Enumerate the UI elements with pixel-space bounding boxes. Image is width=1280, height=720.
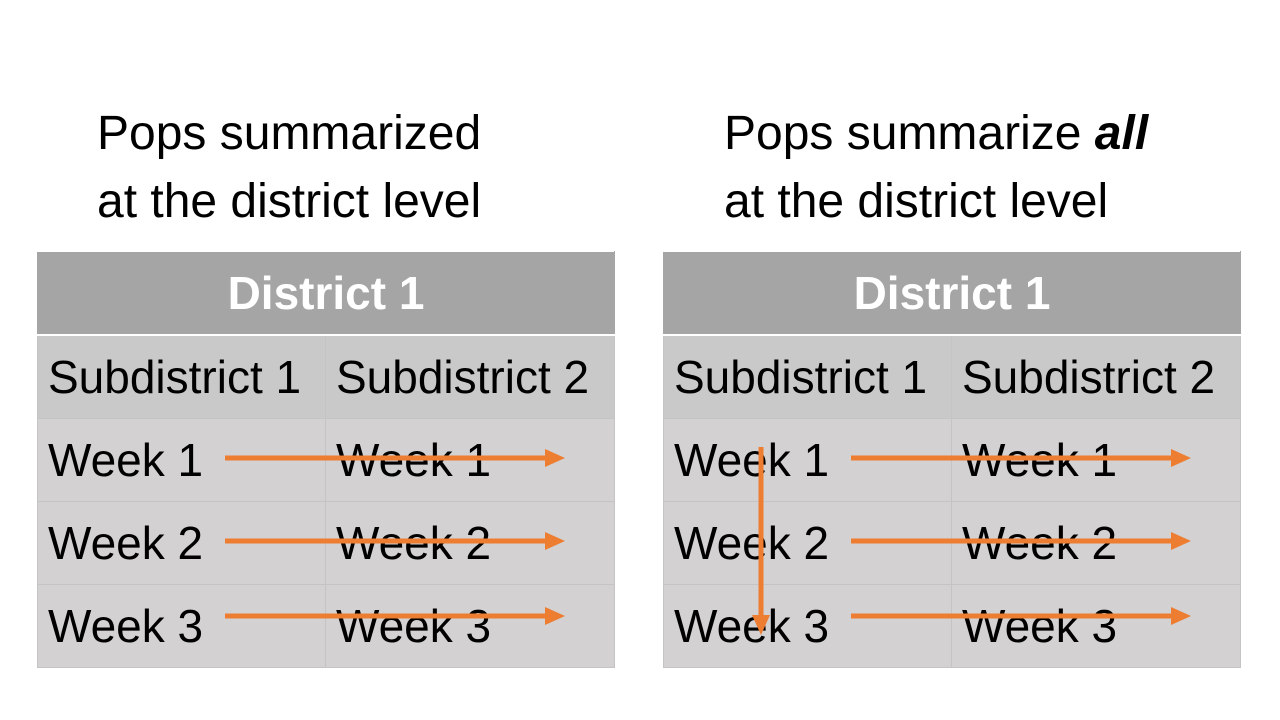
left-arrowhead-week3: [545, 607, 565, 625]
right-arrowhead-week2: [1171, 532, 1191, 550]
left-subdistrict-1: Subdistrict 1: [37, 334, 326, 419]
right-diagram: District 1 Subdistrict 1 Subdistrict 2 W…: [662, 251, 1242, 668]
right-r3-c2: Week 3: [950, 584, 1242, 668]
right-caption-line1: Pops summarize all: [724, 100, 1148, 168]
right-r3-c1: Week 3: [663, 584, 952, 668]
left-r2-c2: Week 2: [324, 501, 616, 585]
left-arrowhead-week2: [545, 532, 565, 550]
right-arrowhead-vertical: [752, 615, 770, 635]
left-subdistrict-2: Subdistrict 2: [324, 334, 616, 419]
right-subdistrict-2: Subdistrict 2: [950, 334, 1242, 419]
left-r3-c1: Week 3: [37, 584, 326, 668]
left-r3-c2: Week 3: [324, 584, 616, 668]
right-district-header: District 1: [662, 251, 1242, 336]
right-caption: Pops summarize all at the district level: [724, 100, 1148, 236]
table-row: Week 3 Week 3: [663, 584, 1242, 668]
right-caption-prefix: Pops summarize: [724, 107, 1095, 160]
left-arrows: [225, 449, 565, 625]
right-subdistrict-1: Subdistrict 1: [663, 334, 952, 419]
table-row: Week 3 Week 3: [37, 584, 616, 668]
right-caption-line2: at the district level: [724, 175, 1109, 228]
table-row: Week 2 Week 2: [37, 501, 616, 585]
left-arrowhead-week1: [545, 449, 565, 467]
right-arrowhead-week3: [1171, 607, 1191, 625]
left-caption-line2: at the district level: [97, 175, 482, 228]
left-caption: Pops summarized at the district level: [97, 100, 481, 236]
right-arrowhead-week1: [1171, 449, 1191, 467]
left-r1-c2: Week 1: [324, 418, 616, 502]
left-caption-line1: Pops summarized: [97, 107, 482, 160]
left-district-header: District 1: [36, 251, 616, 336]
left-diagram: District 1 Subdistrict 1 Subdistrict 2 W…: [36, 251, 616, 668]
right-caption-emphasis: all: [1094, 107, 1149, 160]
right-arrows: [752, 447, 1191, 635]
left-r2-c1: Week 2: [37, 501, 326, 585]
